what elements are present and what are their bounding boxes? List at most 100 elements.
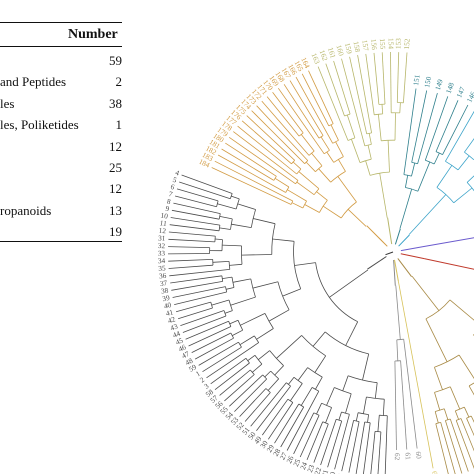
internal-branch (425, 318, 448, 362)
internal-branch (300, 387, 313, 406)
clade-arc (237, 320, 244, 331)
internal-branch (338, 159, 346, 172)
leaf-label: 29 (265, 443, 277, 454)
internal-branch (322, 205, 342, 219)
internal-branch (351, 139, 361, 163)
internal-branch (312, 331, 326, 347)
leaf-branch (293, 412, 315, 455)
leaf-label: 33 (158, 249, 166, 258)
leaf-label: 2 (198, 375, 206, 385)
internal-branch (337, 176, 357, 203)
internal-branch (436, 165, 453, 188)
leaf-label: 51 (240, 425, 252, 437)
leaf-label: 4 (174, 168, 181, 178)
internal-branch (222, 244, 242, 247)
leaf-label: 161 (326, 46, 338, 59)
clade-arc (319, 200, 328, 213)
internal-branch (433, 152, 440, 165)
leaf-branch (320, 419, 337, 466)
leaf-branch (277, 87, 325, 155)
internal-branch (378, 114, 382, 141)
leaf-label: 150 (422, 75, 433, 88)
clade-arc (364, 421, 371, 424)
internal-branch (274, 365, 284, 376)
leaf-label: 23 (305, 463, 316, 473)
leaf-label: 146 (465, 90, 474, 104)
leaf-branch (179, 181, 231, 200)
leaf-label: 41 (165, 307, 175, 318)
leaf-branch (295, 76, 334, 144)
clade-arc (374, 113, 383, 116)
internal-branch (395, 285, 401, 340)
leaf-label: 59 (187, 362, 198, 374)
leaf-label: 43 (169, 321, 179, 332)
internal-branch (377, 415, 380, 432)
leaf-branch (214, 362, 250, 391)
clade-arc (336, 418, 342, 422)
leaf-branch (228, 136, 296, 185)
clade-arc (221, 239, 223, 251)
internal-branch (367, 414, 369, 423)
clade-arc (210, 301, 213, 309)
leaf-branch (175, 195, 217, 208)
internal-branch (239, 335, 255, 346)
internal-branch (365, 160, 371, 176)
internal-branch (256, 328, 274, 340)
legend-row-label: les, Poliketides (0, 117, 79, 133)
leaf-label: 26 (284, 454, 295, 465)
internal-branch (264, 370, 271, 378)
leaf-branch (325, 63, 345, 117)
internal-branch (326, 151, 335, 163)
leaf-branch (194, 337, 234, 360)
leaf-branch (301, 73, 330, 127)
leaf-branch (424, 96, 449, 161)
clade-arc (218, 225, 221, 231)
internal-branch (296, 181, 315, 196)
legend-row-count: 13 (109, 202, 122, 218)
leaf-branch (266, 96, 300, 137)
leaf-branch (214, 160, 293, 202)
clade-stem (387, 217, 393, 245)
leaf-branch (182, 315, 227, 333)
internal-branch (335, 141, 344, 157)
legend-row-label: and Peptides (0, 74, 67, 90)
leaf-label: 147 (454, 85, 467, 99)
leaf-label: 55 (218, 404, 230, 416)
leaf-branch (308, 70, 334, 124)
leaf-label: 162 (318, 49, 330, 63)
leaf-branch (381, 52, 386, 105)
leaf-label: 62 (393, 453, 402, 461)
clade-stem (394, 228, 401, 245)
leaf-branch (400, 360, 408, 450)
leaf-branch (440, 422, 456, 474)
leaf-branch (327, 420, 343, 468)
clade-arc (235, 198, 240, 210)
internal-branch (225, 287, 235, 290)
clade-arc (435, 408, 445, 412)
leaf-branch (317, 66, 349, 141)
leaf-branch (219, 369, 251, 396)
leaf-label: 7 (168, 189, 174, 199)
leaf-branch (286, 391, 320, 451)
internal-branch (252, 363, 263, 373)
legend-header-number: Number (68, 27, 118, 42)
internal-branch (231, 195, 240, 200)
internal-branch (394, 112, 396, 141)
legend-row-count: 12 (109, 181, 122, 197)
internal-branch (292, 161, 302, 170)
internal-branch (325, 407, 332, 424)
leaf-label: 164 (299, 56, 312, 70)
clade-stem (397, 258, 412, 278)
leaf-branch (403, 339, 418, 449)
clade-arc (308, 150, 315, 156)
internal-branch (342, 375, 349, 392)
leaf-branch (445, 110, 474, 162)
leaf-branch (445, 420, 463, 474)
leaf-branch (435, 423, 449, 474)
clade-arc (290, 200, 294, 205)
legend-row-label: ropanoids (0, 202, 52, 218)
internal-branch (282, 288, 301, 297)
internal-branch (449, 299, 474, 321)
leaf-branch (173, 202, 221, 214)
clade-arc (468, 382, 474, 387)
